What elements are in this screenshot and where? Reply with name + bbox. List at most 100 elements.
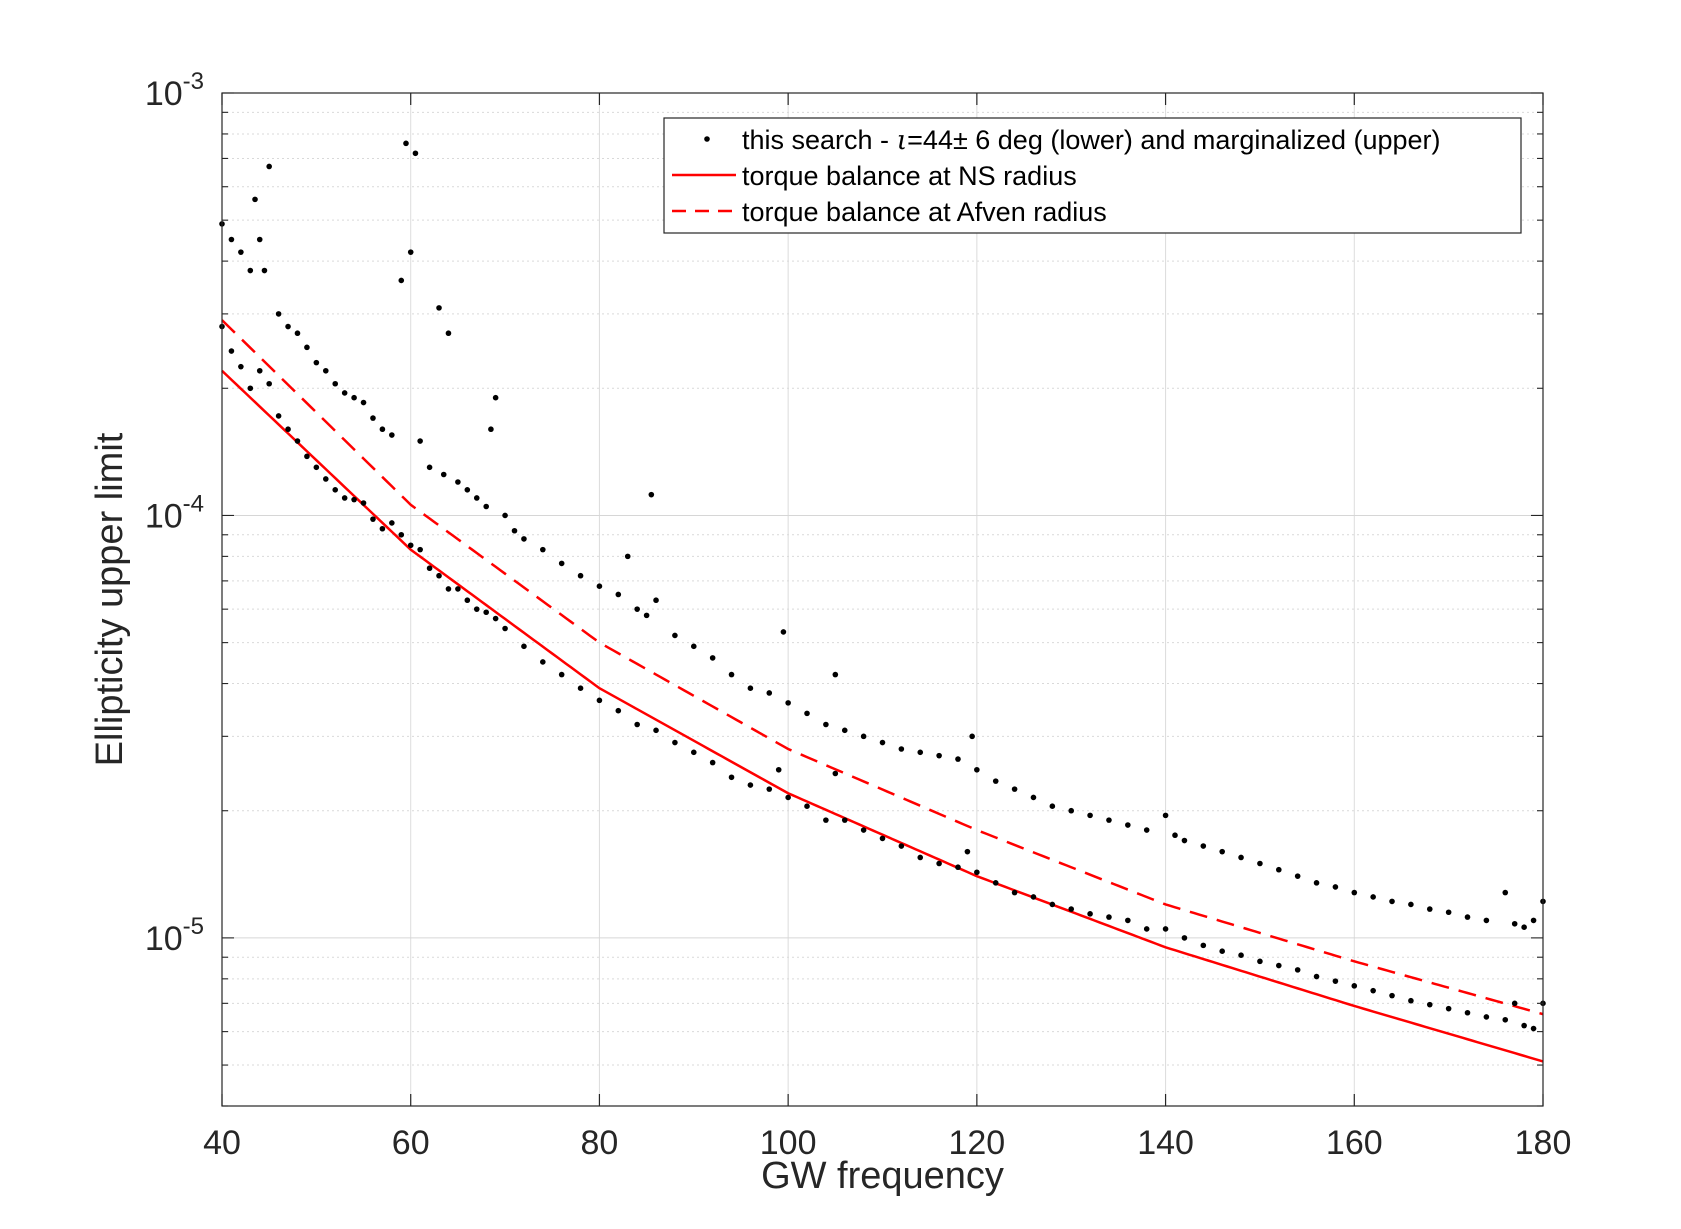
data-point [455,479,461,485]
x-tick-label: 160 [1326,1124,1383,1162]
data-point [436,305,442,311]
data-point [804,710,810,717]
data-point [1125,917,1131,924]
x-tick-label: 100 [760,1124,817,1162]
ns-radius-line [221,369,1544,1063]
data-point [360,399,367,406]
data-point [389,520,395,526]
data-point [1257,860,1263,867]
data-point [672,632,678,639]
y-tick-label-exponent: -3 [183,68,204,95]
data-point [823,721,829,728]
data-point [766,786,773,792]
data-point [955,864,961,871]
data-point [228,348,235,354]
data-point [436,572,442,579]
legend-label-afven: torque balance at Afven radius [742,197,1107,227]
data-point [407,249,414,255]
data-point [841,727,848,734]
data-point [1106,817,1112,823]
data-point [1030,794,1037,801]
data-point [1464,1009,1471,1016]
data-point [936,860,942,867]
data-point [294,438,301,444]
afven-radius-line [221,319,1544,1016]
data-point [488,426,494,433]
data-point [426,565,433,572]
data-point [1162,926,1169,932]
data-point [747,685,754,691]
data-point [1502,889,1509,896]
data-point [648,491,655,498]
y-tick-label-base: 10 [145,497,183,535]
data-point [389,432,395,438]
data-point [238,363,244,370]
data-point [1370,987,1376,994]
data-point [653,597,659,604]
data-point [1332,978,1339,984]
data-point [1521,1022,1527,1029]
data-point [1257,958,1263,965]
plot-frame [221,92,1544,1107]
data-point [313,359,320,366]
data-point [624,553,631,560]
data-point [1389,898,1395,905]
data-point [473,606,480,612]
data-point [445,586,452,592]
data-point [1106,914,1112,920]
data-point [1426,906,1433,912]
data-point [511,527,518,534]
data-point [955,756,961,762]
data-point [417,438,423,444]
y-tick-label-exponent: -5 [183,913,204,940]
data-point [1332,884,1339,890]
x-axis-title: GW frequency [761,1155,1004,1197]
data-point [1426,1001,1433,1008]
data-point [540,546,546,553]
data-point [1011,786,1018,792]
legend: this search - ι=44± 6 deg (lower) and ma… [663,117,1522,234]
y-tick-label: 10-4 [145,490,204,535]
data-point [1313,880,1320,886]
data-point [577,685,584,691]
data-point [1511,1000,1518,1007]
data-point [313,464,320,471]
data-point [1068,906,1075,912]
legend-marker-dot [704,136,710,142]
data-point [1483,917,1490,924]
x-tick-label: 60 [392,1124,430,1162]
data-point [728,671,735,678]
data-point [832,770,839,777]
data-point [370,415,376,421]
data-point [445,330,452,337]
data-point [841,817,848,823]
data-point [1125,822,1131,828]
data-point [709,759,716,766]
data-point [1143,827,1150,833]
data-point [1049,803,1056,809]
data-point [275,413,282,419]
data-point [426,464,433,471]
data-point [596,697,603,704]
data-point [596,583,603,590]
data-point [1172,832,1178,839]
data-point [322,367,329,374]
data-point [917,749,924,756]
data-point [412,150,419,157]
legend-label-search-symbol: ι [897,125,908,156]
data-point [1294,873,1301,879]
data-point [992,778,999,784]
data-point [643,612,650,619]
data-point [634,606,640,612]
data-point [898,746,905,752]
data-point [398,277,405,284]
data-point [917,854,924,861]
data-point [615,591,622,598]
data-point [403,140,409,147]
data-point [247,385,254,392]
data-point [992,880,999,886]
data-point [341,495,348,501]
y-tick-label: 10-5 [145,913,204,958]
legend-label-search-prefix: this search - [742,125,897,155]
